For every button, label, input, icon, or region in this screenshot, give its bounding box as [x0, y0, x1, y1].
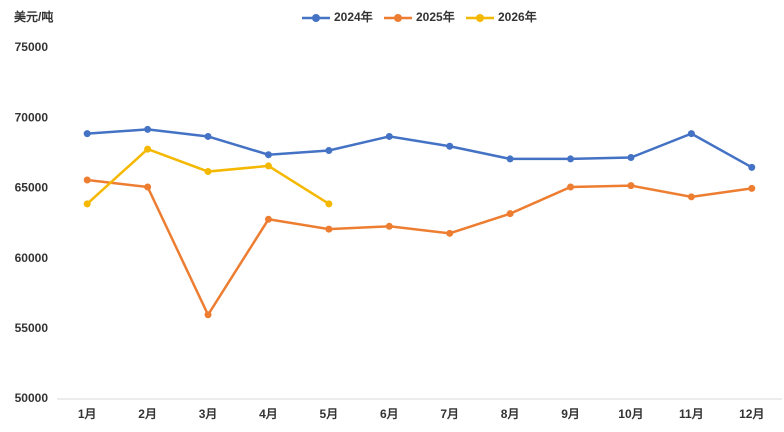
data-point	[506, 210, 514, 218]
data-point	[83, 130, 91, 138]
x-tick-label: 3月	[199, 407, 218, 421]
y-axis-title: 美元/吨	[14, 9, 53, 24]
x-tick-label: 1月	[78, 407, 97, 421]
data-point	[264, 162, 272, 170]
data-point	[144, 183, 152, 191]
series-line	[87, 178, 752, 318]
legend-label: 2024年	[334, 9, 373, 24]
legend-marker	[476, 14, 484, 22]
legend-marker	[312, 14, 320, 22]
x-tick-label: 12月	[739, 407, 764, 421]
data-point	[325, 225, 333, 233]
data-point	[204, 168, 212, 176]
data-point	[83, 176, 91, 184]
data-point	[385, 132, 393, 140]
y-tick-label: 60000	[15, 251, 49, 265]
data-point	[325, 146, 333, 154]
x-tick-label: 7月	[440, 407, 459, 421]
data-point	[748, 184, 756, 192]
data-point	[325, 200, 333, 208]
series-line	[86, 147, 330, 205]
data-point	[567, 183, 575, 191]
y-tick-label: 75000	[15, 40, 49, 54]
y-tick-label: 65000	[15, 181, 49, 195]
legend-label: 2025年	[416, 9, 455, 24]
x-tick-label: 10月	[618, 407, 643, 421]
y-tick-label: 50000	[15, 391, 49, 405]
data-point	[506, 155, 514, 163]
x-tick-label: 11月	[679, 407, 704, 421]
x-tick-label: 2月	[138, 407, 157, 421]
data-point	[83, 200, 91, 208]
x-tick-label: 5月	[320, 407, 339, 421]
data-point	[144, 145, 152, 153]
data-point	[627, 182, 635, 190]
legend-label: 2026年	[498, 9, 537, 24]
data-point	[204, 132, 212, 140]
legend-marker	[394, 14, 402, 22]
data-point	[144, 125, 152, 133]
y-tick-label: 70000	[15, 110, 49, 124]
x-tick-label: 9月	[561, 407, 580, 421]
data-point	[687, 193, 695, 201]
x-tick-label: 6月	[380, 407, 399, 421]
data-point	[204, 311, 212, 319]
x-tick-label: 4月	[259, 407, 278, 421]
data-point	[446, 142, 454, 150]
data-point	[567, 155, 575, 163]
x-tick-label: 8月	[501, 407, 520, 421]
data-point	[748, 163, 756, 171]
y-tick-label: 55000	[15, 321, 49, 335]
data-point	[627, 154, 635, 162]
data-point	[687, 130, 695, 138]
data-point	[446, 229, 454, 237]
series-line	[87, 128, 753, 169]
data-point	[264, 215, 272, 223]
data-point	[385, 222, 393, 230]
data-point	[264, 151, 272, 159]
